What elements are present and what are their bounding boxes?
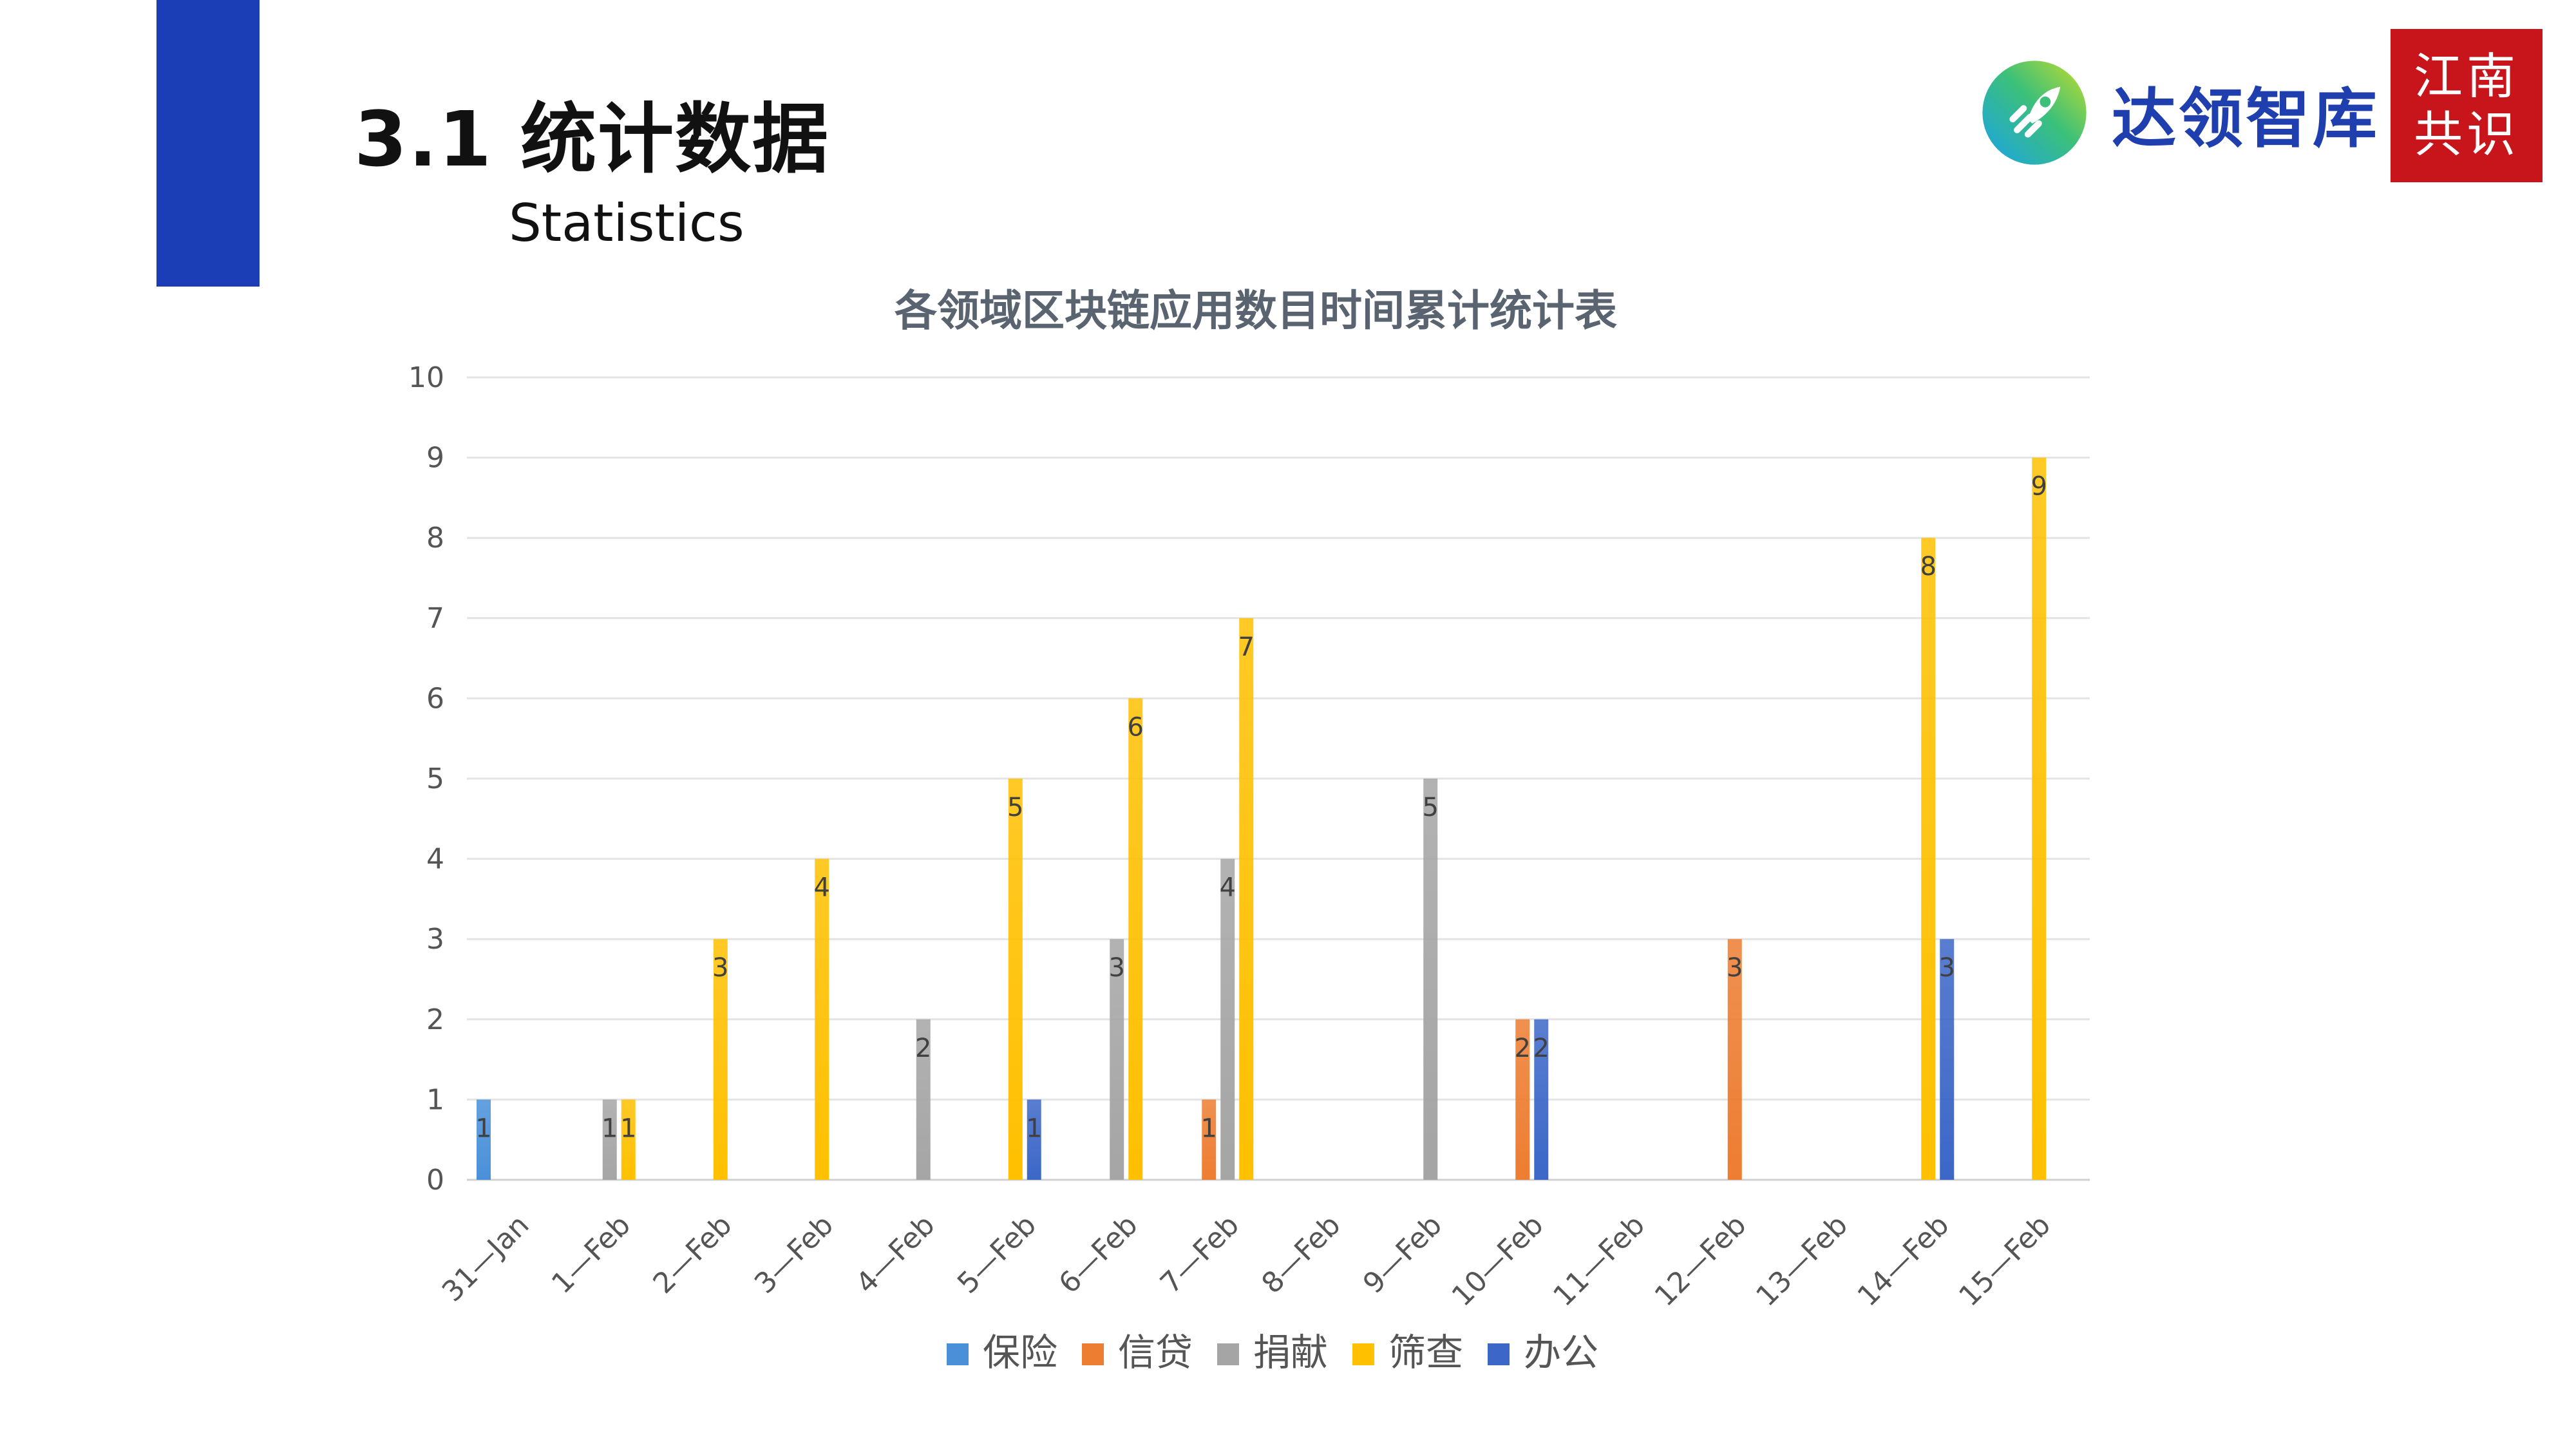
bar-筛查-1-Feb: [621, 1099, 636, 1180]
legend-label: 捐献: [1253, 1331, 1328, 1374]
bar-筛查-3-Feb: [815, 858, 829, 1180]
data-label: 1: [601, 1113, 618, 1143]
y-tick-label: 8: [426, 522, 444, 554]
page-subtitle: Statistics: [509, 193, 744, 253]
y-tick-label: 4: [426, 843, 444, 876]
y-tick-label: 0: [426, 1164, 444, 1197]
x-tick-label: 13—Feb: [1750, 1209, 1854, 1313]
chart-legend: 保险 信贷 捐献 筛查 办公: [947, 1331, 1598, 1374]
x-tick-label: 9—Feb: [1357, 1209, 1448, 1300]
bar-筛查-15-Feb: [2032, 457, 2047, 1180]
bar-捐献-9-Feb: [1423, 779, 1438, 1180]
chart-bars: [477, 457, 2047, 1180]
brand-logo: 达领智库: [1980, 55, 2380, 171]
bar-信贷-12-Feb: [1727, 939, 1742, 1180]
y-tick-label: 1: [426, 1083, 444, 1116]
chart-x-axis: 31—Jan 1—Feb 2—Feb 3—Feb 4—Feb 5—Feb 6—Feb 7—Fe…: [436, 1209, 2057, 1313]
y-tick-label: 3: [426, 923, 444, 956]
legend-label: 保险: [983, 1331, 1057, 1374]
x-tick-label: 15—Feb: [1953, 1209, 2057, 1313]
data-label: 2: [1515, 1034, 1531, 1063]
data-label: 1: [620, 1113, 636, 1143]
x-tick-label: 7—Feb: [1154, 1209, 1245, 1300]
bar-筛查-6-Feb: [1128, 698, 1143, 1180]
legend-label: 办公: [1524, 1331, 1598, 1374]
bar-筛查-14-Feb: [1921, 538, 1936, 1180]
x-tick-label: 5—Feb: [951, 1209, 1043, 1300]
data-label: 4: [814, 873, 830, 903]
data-label: 7: [1238, 632, 1255, 662]
x-tick-label: 10—Feb: [1446, 1209, 1550, 1313]
y-tick-label: 7: [426, 602, 444, 635]
bar-信贷-10-Feb: [1515, 1019, 1530, 1180]
data-label: 5: [1423, 793, 1439, 822]
data-label: 6: [1128, 712, 1144, 742]
x-tick-label: 8—Feb: [1255, 1209, 1347, 1300]
bar-筛查-5-Feb: [1008, 779, 1023, 1180]
legend-swatch: [947, 1343, 969, 1365]
accent-bar: [156, 0, 260, 287]
bar-办公-14-Feb: [1940, 939, 1955, 1180]
bar-办公-10-Feb: [1534, 1019, 1549, 1180]
y-tick-label: 6: [426, 682, 444, 715]
bar-捐献-7-Feb: [1220, 858, 1235, 1180]
brand-name: 达领智库: [2112, 80, 2380, 156]
bar-保险-31-Jan: [477, 1099, 491, 1180]
legend-swatch: [1082, 1343, 1104, 1365]
legend-swatch: [1488, 1343, 1510, 1365]
x-tick-label: 6—Feb: [1052, 1209, 1144, 1300]
data-label: 1: [1026, 1113, 1042, 1143]
legend-label: 信贷: [1118, 1331, 1193, 1374]
page-title: 3.1 统计数据: [354, 95, 830, 184]
x-tick-label: 4—Feb: [849, 1209, 941, 1300]
seal-stamp: 江南 共识: [2391, 29, 2543, 182]
data-label: 5: [1007, 793, 1023, 822]
seal-line-2: 共识: [2414, 106, 2519, 163]
legend-label: 筛查: [1388, 1331, 1463, 1374]
data-label: 3: [712, 953, 728, 983]
data-label: 2: [1533, 1034, 1549, 1063]
data-label: 4: [1220, 873, 1236, 903]
y-tick-label: 9: [426, 442, 444, 475]
y-tick-label: 5: [426, 762, 444, 795]
data-label: 9: [2031, 472, 2047, 502]
x-tick-label: 14—Feb: [1852, 1209, 1956, 1313]
legend-swatch: [1352, 1343, 1374, 1365]
rocket-logo-icon: [1982, 61, 2087, 165]
bar-捐献-6-Feb: [1110, 939, 1124, 1180]
bar-捐献-1-Feb: [602, 1099, 617, 1180]
x-tick-label: 11—Feb: [1547, 1209, 1651, 1313]
y-tick-label: 10: [408, 361, 444, 394]
data-label: 1: [475, 1113, 491, 1143]
y-tick-label: 2: [426, 1003, 444, 1036]
data-label: 8: [1920, 552, 1937, 582]
data-label: 2: [915, 1034, 931, 1063]
bar-筛查-2-Feb: [713, 939, 728, 1180]
data-label: 3: [1727, 953, 1743, 983]
bar-筛查-7-Feb: [1239, 618, 1254, 1180]
bar-信贷-7-Feb: [1202, 1099, 1217, 1180]
data-label: 1: [1201, 1113, 1217, 1143]
data-label: 3: [1109, 953, 1125, 983]
bar-捐献-4-Feb: [916, 1019, 931, 1180]
x-tick-label: 31—Jan: [436, 1209, 536, 1309]
data-label: 3: [1939, 953, 1955, 983]
legend-swatch: [1217, 1343, 1239, 1365]
x-tick-label: 3—Feb: [748, 1209, 840, 1300]
seal-line-1: 江南: [2414, 48, 2519, 105]
chart-title: 各领域区块链应用数目时间累计统计表: [895, 286, 1617, 336]
x-tick-label: 1—Feb: [545, 1209, 637, 1300]
bar-办公-5-Feb: [1027, 1099, 1041, 1180]
chart-grid: 0 1 2 3 4 5 6 7 8 9 10: [408, 361, 2090, 1197]
x-tick-label: 2—Feb: [647, 1209, 738, 1300]
x-tick-label: 12—Feb: [1649, 1209, 1753, 1313]
